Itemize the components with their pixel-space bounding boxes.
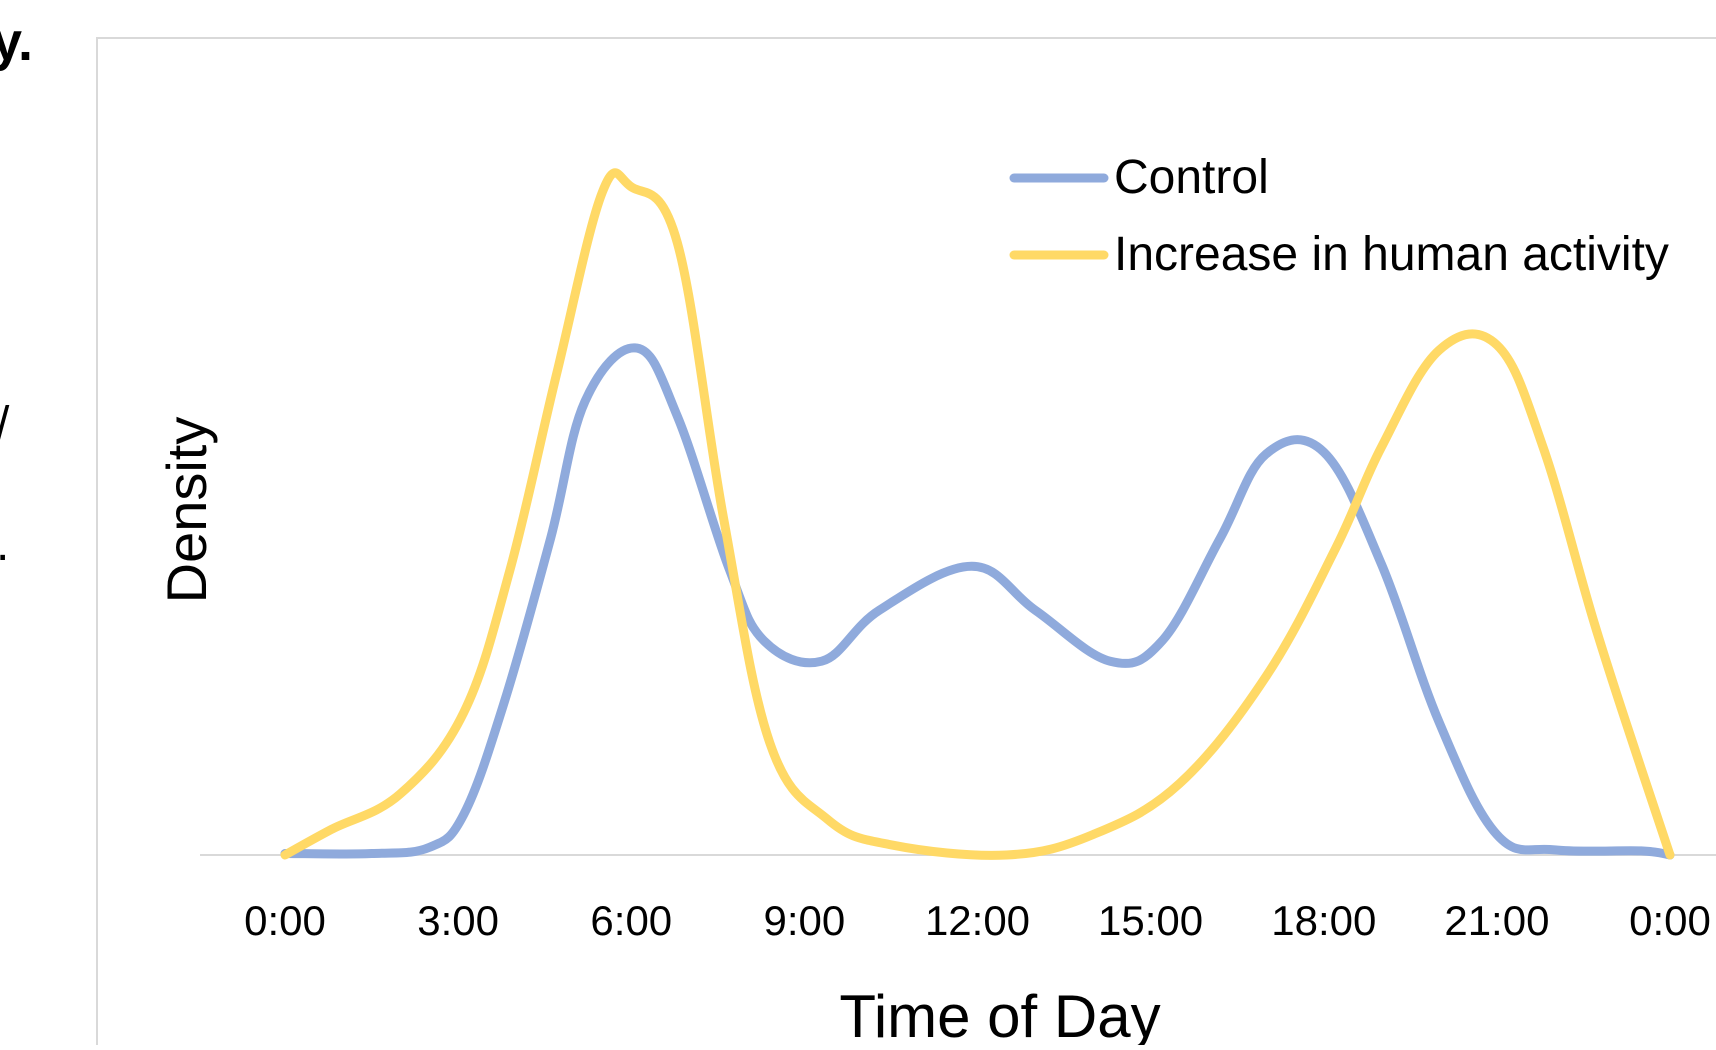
series-line-control — [280, 343, 1675, 860]
x-tick-label: 3:00 — [417, 897, 499, 944]
x-axis-title: Time of Day — [839, 983, 1160, 1045]
x-tick-label: 6:00 — [590, 897, 672, 944]
x-tick-label: 12:00 — [925, 897, 1030, 944]
left-fragment-1: / — [0, 398, 10, 451]
x-tick-label: 0:00 — [1629, 897, 1711, 944]
series-line-human-activity — [280, 168, 1675, 860]
series-layer — [280, 168, 1675, 860]
left-fragment-2: . — [0, 518, 9, 571]
y-axis-title: Density — [155, 417, 218, 604]
legend-label-human-activity: Increase in human activity — [1114, 228, 1669, 281]
legend-label-control: Control — [1114, 151, 1269, 204]
x-tick-label: 15:00 — [1098, 897, 1203, 944]
x-tick-labels: 0:00 3:00 6:00 9:00 12:00 15:00 18:00 21:00 0:00 — [244, 897, 1711, 944]
chart-area-border — [96, 37, 1716, 1050]
legend: Control Increase in human activity — [1009, 151, 1669, 281]
x-tick-label: 18:00 — [1271, 897, 1376, 944]
x-tick-label: 9:00 — [764, 897, 846, 944]
x-tick-label: 0:00 — [244, 897, 326, 944]
panel-label: y. — [0, 12, 33, 72]
x-tick-label: 21:00 — [1444, 897, 1549, 944]
